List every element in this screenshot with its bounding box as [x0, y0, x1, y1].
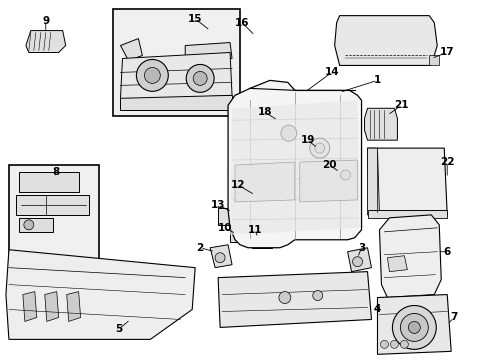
Polygon shape: [210, 245, 232, 268]
Polygon shape: [185, 42, 232, 60]
Text: 3: 3: [357, 243, 365, 253]
Circle shape: [407, 321, 420, 333]
Text: 16: 16: [234, 18, 249, 28]
Circle shape: [215, 253, 224, 263]
Circle shape: [380, 340, 387, 348]
Circle shape: [278, 292, 290, 303]
Bar: [9, 165, 99, 265]
Polygon shape: [251, 232, 271, 248]
Polygon shape: [347, 248, 371, 272]
Polygon shape: [377, 294, 450, 354]
Polygon shape: [367, 148, 447, 215]
Circle shape: [136, 59, 168, 91]
Circle shape: [309, 138, 329, 158]
Text: 7: 7: [449, 312, 457, 323]
Polygon shape: [227, 80, 361, 248]
Polygon shape: [19, 172, 79, 192]
Circle shape: [340, 170, 350, 180]
Text: 15: 15: [187, 14, 202, 24]
Text: 14: 14: [324, 67, 338, 77]
Text: 10: 10: [217, 223, 232, 233]
Circle shape: [389, 340, 398, 348]
Circle shape: [400, 314, 427, 341]
Polygon shape: [66, 292, 81, 321]
Polygon shape: [428, 55, 438, 66]
Polygon shape: [229, 228, 247, 242]
Circle shape: [314, 143, 324, 153]
Polygon shape: [19, 218, 53, 232]
Text: 8: 8: [52, 167, 59, 177]
Text: 6: 6: [443, 247, 450, 257]
Polygon shape: [218, 208, 247, 225]
Text: 12: 12: [230, 180, 245, 190]
Bar: [112, 9, 240, 116]
Circle shape: [24, 220, 34, 230]
Text: 9: 9: [42, 15, 49, 26]
Text: 18: 18: [257, 107, 272, 117]
Circle shape: [280, 125, 296, 141]
Text: 17: 17: [439, 48, 454, 58]
Polygon shape: [23, 292, 37, 321]
Polygon shape: [334, 15, 436, 66]
Polygon shape: [367, 210, 447, 218]
Polygon shape: [235, 162, 294, 202]
Text: 1: 1: [373, 75, 380, 85]
Text: 20: 20: [322, 160, 336, 170]
Polygon shape: [16, 195, 88, 215]
Polygon shape: [379, 215, 440, 298]
Polygon shape: [267, 118, 309, 148]
Polygon shape: [386, 256, 407, 272]
Polygon shape: [26, 31, 65, 53]
Polygon shape: [45, 292, 59, 321]
Polygon shape: [299, 160, 357, 202]
Polygon shape: [229, 100, 359, 235]
Circle shape: [193, 71, 207, 85]
Polygon shape: [120, 95, 232, 110]
Polygon shape: [120, 53, 232, 98]
Polygon shape: [120, 39, 142, 60]
Text: 22: 22: [439, 157, 453, 167]
Polygon shape: [337, 168, 354, 182]
Circle shape: [144, 67, 160, 84]
Text: 13: 13: [210, 200, 225, 210]
Text: 19: 19: [300, 135, 314, 145]
Polygon shape: [6, 250, 195, 339]
Text: 5: 5: [115, 324, 122, 334]
Polygon shape: [367, 148, 379, 215]
Circle shape: [392, 306, 435, 349]
Circle shape: [400, 340, 407, 348]
Text: 2: 2: [196, 243, 203, 253]
Text: 11: 11: [247, 225, 262, 235]
Polygon shape: [364, 108, 397, 140]
Circle shape: [352, 257, 362, 267]
Circle shape: [186, 64, 214, 92]
Circle shape: [312, 291, 322, 301]
Polygon shape: [244, 188, 271, 205]
Text: 21: 21: [393, 100, 408, 110]
Polygon shape: [218, 272, 371, 328]
Text: 4: 4: [373, 305, 380, 315]
